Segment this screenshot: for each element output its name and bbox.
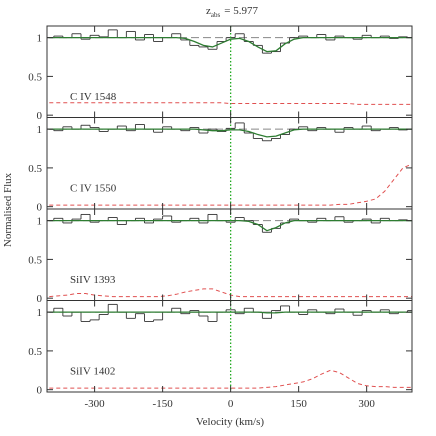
y-tick-label: 0.5 xyxy=(28,254,42,266)
title-rest: = 5.977 xyxy=(224,5,258,17)
panel-label: C IV 1550 xyxy=(70,182,117,194)
x-tick-label: -300 xyxy=(85,398,106,410)
panel-label: SiIV 1393 xyxy=(70,274,116,286)
y-tick-label: 0 xyxy=(37,385,43,397)
x-tick-label: 300 xyxy=(358,398,375,410)
panel-label: SiIV 1402 xyxy=(70,365,115,377)
y-tick-label: 1 xyxy=(37,216,43,228)
panel xyxy=(47,26,412,118)
y-tick-label: 0 xyxy=(37,293,43,305)
chart-title: zabs = 5.977 xyxy=(206,5,258,19)
panel-frame xyxy=(46,300,413,393)
y-tick-label: 0.5 xyxy=(28,71,42,83)
title-sub: abs xyxy=(211,11,221,19)
x-tick-label: 150 xyxy=(290,398,307,410)
error-line xyxy=(49,163,412,206)
x-tick-label: -150 xyxy=(153,398,174,410)
model-line xyxy=(49,128,412,138)
y-tick-label: 0 xyxy=(37,110,43,122)
y-axis-label: Normalised Flux xyxy=(2,172,14,247)
panel-frame xyxy=(46,208,413,301)
panel-label: C IV 1548 xyxy=(70,91,117,103)
panel xyxy=(47,117,412,209)
y-tick-label: 1 xyxy=(37,307,43,319)
y-tick-label: 0 xyxy=(37,202,43,214)
x-axis-label: Velocity (km/s) xyxy=(196,416,264,428)
panel xyxy=(47,209,412,301)
x-tick-label: 0 xyxy=(228,398,234,410)
y-tick-label: 0.5 xyxy=(28,346,42,358)
y-tick-label: 0.5 xyxy=(28,163,42,175)
model-line xyxy=(49,36,412,53)
y-tick-label: 1 xyxy=(37,124,43,136)
panel xyxy=(47,300,412,392)
y-tick-label: 1 xyxy=(37,33,43,45)
error-line xyxy=(49,102,412,105)
title-main: z xyxy=(206,5,211,17)
